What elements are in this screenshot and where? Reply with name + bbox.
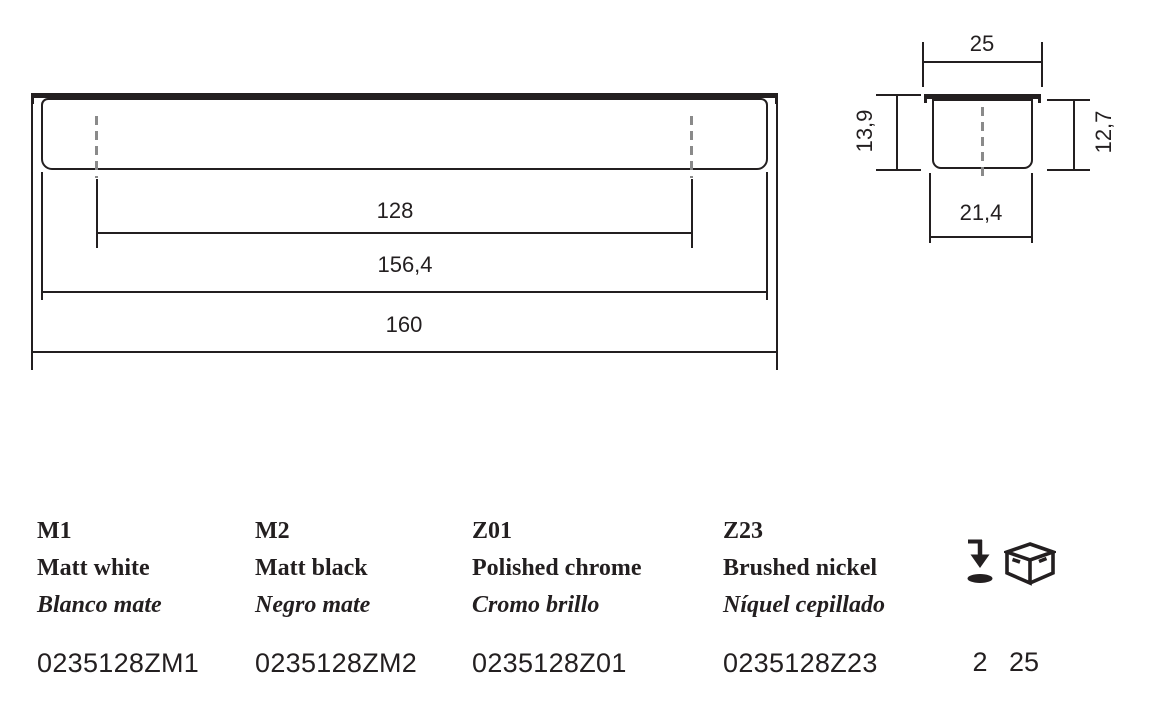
extension-line xyxy=(922,42,924,87)
extension-line xyxy=(41,172,43,300)
insert-quantity-value: 2 xyxy=(972,647,988,677)
dim-line-139 xyxy=(896,94,898,171)
front-handle-body xyxy=(41,98,768,170)
dim-line-160 xyxy=(31,351,778,353)
tick-line xyxy=(876,169,921,171)
finish-name-en: Polished chrome xyxy=(472,555,642,581)
finish-name-es: Blanco mate xyxy=(37,592,162,618)
finish-sku: 0235128Z23 xyxy=(723,648,878,678)
dim-label-139: 13,9 xyxy=(852,109,877,153)
finish-sku: 0235128Z01 xyxy=(472,648,627,678)
centerline-dashed-left xyxy=(95,116,98,178)
finish-name-es: Negro mate xyxy=(255,592,371,618)
finish-code: Z23 xyxy=(723,518,764,544)
extension-line xyxy=(766,172,768,300)
finish-name-es: Níquel cepillado xyxy=(723,592,885,618)
front-flange-bar xyxy=(31,93,778,98)
dim-label-160: 160 xyxy=(385,312,423,337)
dim-label-25: 25 xyxy=(969,31,995,56)
finish-code: M2 xyxy=(255,518,290,544)
dim-label-214: 21,4 xyxy=(959,200,1003,225)
box-quantity-value: 25 xyxy=(1008,647,1040,677)
tick-line xyxy=(1047,99,1090,101)
dim-line-127 xyxy=(1073,99,1075,171)
finish-name-en: Matt black xyxy=(255,555,368,581)
finish-sku: 0235128ZM2 xyxy=(255,648,418,678)
side-flange-cap-left xyxy=(924,94,927,103)
dim-line-128 xyxy=(97,232,693,234)
centerline-dashed-right xyxy=(690,116,693,178)
dim-label-128: 128 xyxy=(376,198,414,223)
extension-line xyxy=(31,104,33,370)
dim-label-156: 156,4 xyxy=(377,252,433,277)
front-flange-cap-left xyxy=(31,93,34,104)
finish-name-en: Brushed nickel xyxy=(723,555,878,581)
extension-line xyxy=(929,173,931,243)
finish-code: Z01 xyxy=(472,518,513,544)
dim-line-25 xyxy=(923,61,1043,63)
side-flange-bar xyxy=(924,94,1041,99)
dim-line-214 xyxy=(930,236,1033,238)
side-flange-cap-right xyxy=(1038,94,1041,103)
finish-sku: 0235128ZM1 xyxy=(37,648,200,678)
insertion-arrow-icon xyxy=(966,538,994,585)
dim-line-156 xyxy=(42,291,768,293)
extension-line xyxy=(691,179,693,248)
finish-code: M1 xyxy=(37,518,72,544)
extension-line xyxy=(96,179,98,248)
front-flange-cap-right xyxy=(775,93,778,104)
tick-line xyxy=(1047,169,1090,171)
finish-name-es: Cromo brillo xyxy=(472,592,600,618)
centerline-dashed-center xyxy=(981,107,984,177)
dim-label-127: 12,7 xyxy=(1091,110,1116,154)
tick-line xyxy=(876,94,921,96)
extension-line xyxy=(776,104,778,370)
finish-name-en: Matt white xyxy=(37,555,150,581)
extension-line xyxy=(1031,173,1033,243)
packaging-box-icon xyxy=(1004,542,1056,586)
extension-line xyxy=(1041,42,1043,87)
